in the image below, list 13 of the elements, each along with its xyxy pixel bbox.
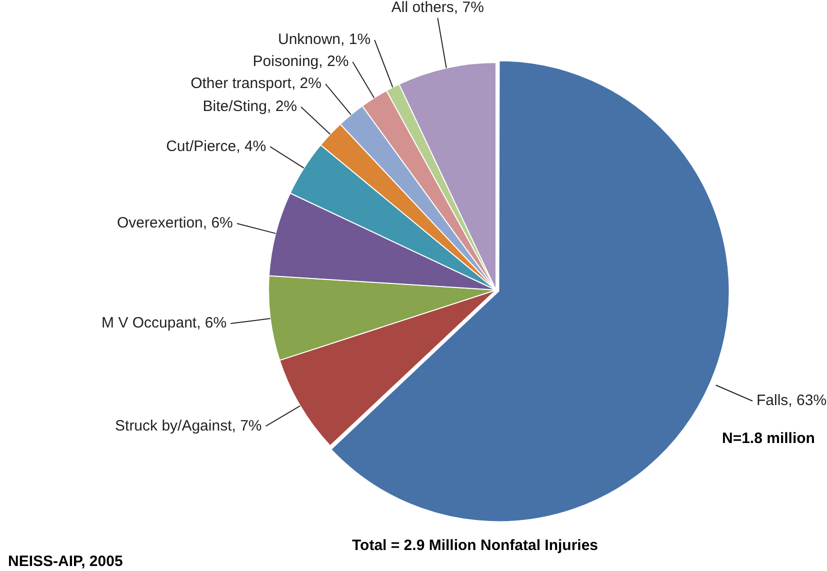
text: NEISS-AIP, 2005 [8, 553, 123, 570]
slice-label: Struck by/Against, 7% [115, 417, 262, 434]
slice-label: Cut/Pierce, 4% [166, 138, 266, 155]
text: N=1.8 million [722, 430, 815, 447]
slice-label: Falls, 63% [756, 392, 827, 410]
slice-label: All others, 7% [391, 0, 484, 16]
slice-label: Other transport, 2% [190, 75, 322, 92]
slice-label: Overexertion, 6% [117, 214, 233, 232]
slice-label: M V Occupant, 6% [102, 314, 227, 332]
slice-label: Poisoning, 2% [252, 53, 349, 70]
slice-label: Bite/Sting, 2% [202, 98, 297, 116]
slice-label: Unknown, 1% [278, 31, 371, 48]
text: Total = 2.9 Million Nonfatal Injuries [352, 537, 598, 554]
